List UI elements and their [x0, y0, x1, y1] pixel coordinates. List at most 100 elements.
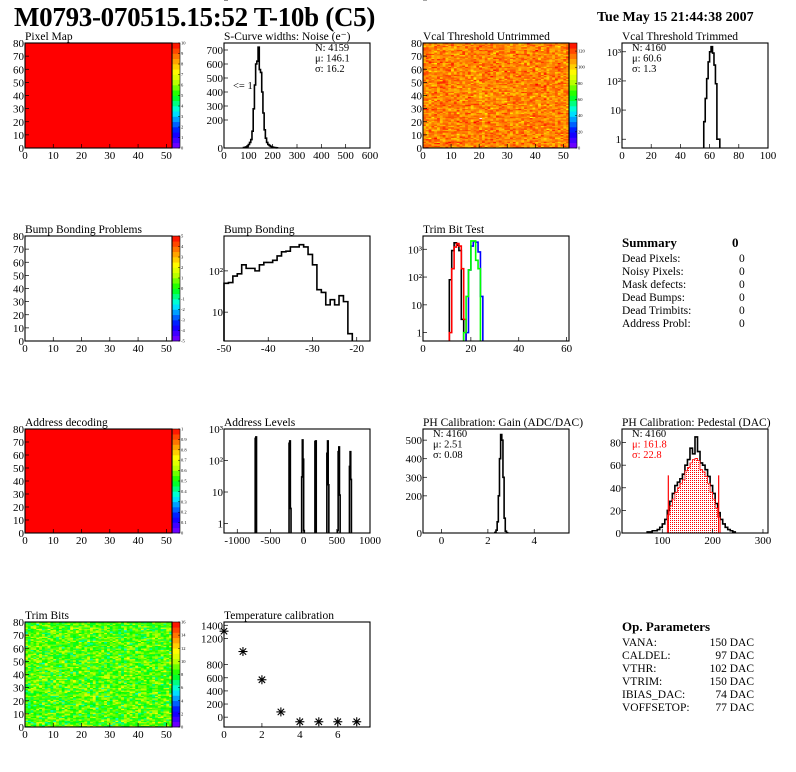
heatmap-cell — [453, 120, 457, 123]
heatmap-cell — [434, 127, 438, 129]
heatmap-cell — [498, 145, 502, 147]
x-tick-label: 50 — [558, 150, 570, 162]
heatmap-cell — [448, 49, 452, 52]
heatmap-cell — [496, 90, 500, 92]
heatmap-cell — [493, 53, 497, 56]
heatmap-cell — [445, 71, 449, 74]
heatmap-cell — [493, 71, 497, 74]
heatmap-cell — [445, 48, 449, 50]
heatmap-cell — [439, 138, 443, 141]
heatmap-cell — [476, 141, 480, 144]
heatmap-cell — [481, 86, 486, 88]
heatmap-cell — [507, 124, 511, 126]
heatmap-cell — [462, 116, 466, 119]
heatmap-cell — [470, 52, 474, 54]
heatmap-cell — [434, 142, 438, 145]
x-tick-label: 20 — [465, 343, 477, 355]
colorbar-tick-label: 100 — [578, 65, 586, 70]
heatmap-cell — [476, 73, 480, 75]
heatmap-cell — [487, 92, 491, 95]
heatmap-cell — [496, 75, 500, 78]
x-tick-label: 200 — [704, 535, 721, 547]
heatmap-cell — [451, 43, 455, 45]
heatmap-cell — [476, 138, 480, 141]
heatmap-cell — [504, 52, 508, 54]
heatmap-cell — [453, 77, 457, 79]
heatmap-cell — [473, 46, 477, 49]
heatmap-cell — [423, 46, 427, 49]
heatmap-cell — [448, 74, 452, 77]
heatmap-cell — [453, 117, 457, 120]
heatmap-cell — [498, 102, 502, 104]
heatmap-cell — [442, 70, 446, 73]
heatmap-cell — [462, 138, 466, 141]
heatmap-cell — [467, 70, 472, 73]
x-tick-label: 0 — [619, 150, 625, 162]
heatmap-cell — [451, 123, 455, 125]
heatmap-cell — [467, 130, 472, 133]
heatmap-cell — [507, 70, 511, 73]
histogram-fill-series — [666, 457, 721, 533]
heatmap-cell — [448, 85, 452, 87]
heatmap-cell — [498, 117, 502, 120]
heatmap-cell — [479, 45, 483, 48]
heatmap-cell — [467, 74, 472, 77]
heatmap-cell — [473, 125, 477, 128]
heatmap-cell — [467, 125, 472, 128]
heatmap-cell — [456, 107, 460, 109]
heatmap-cell — [453, 102, 457, 104]
colorbar-tick-label: 0.6 — [181, 468, 187, 473]
heatmap-cell — [470, 65, 474, 67]
heatmap-cell — [459, 54, 463, 57]
heatmap-cell — [442, 65, 446, 67]
heatmap-cell — [465, 109, 469, 112]
heatmap-cell — [470, 94, 474, 96]
y-tick-label: 80 — [13, 424, 25, 436]
heatmap-cell — [437, 125, 441, 128]
heatmap-cell — [437, 111, 441, 113]
heatmap-cell — [423, 137, 427, 140]
heatmap-cell — [487, 71, 491, 74]
heatmap-cell — [425, 136, 429, 138]
heatmap-cell — [481, 87, 486, 90]
heatmap-cell — [501, 115, 505, 117]
heatmap-cell — [473, 95, 477, 98]
heatmap-cell — [423, 121, 427, 124]
heatmap-cell — [453, 66, 457, 69]
heatmap-cell — [465, 62, 469, 65]
heatmap-cell — [493, 102, 497, 104]
heatmap-cell — [434, 141, 438, 144]
heatmap-cell — [490, 66, 494, 69]
histogram-series — [223, 243, 354, 341]
heatmap-cell — [479, 49, 483, 52]
heatmap-cell — [473, 128, 477, 130]
heatmap-cell — [504, 82, 508, 84]
heatmap-cell — [490, 58, 494, 61]
heatmap-cell — [476, 43, 480, 45]
heatmap-cell — [448, 43, 452, 45]
heatmap-cell — [479, 65, 483, 67]
heatmap-cell — [423, 99, 427, 102]
heatmap-cell — [445, 45, 449, 48]
heatmap-cell — [431, 48, 435, 50]
heatmap-cell — [465, 86, 469, 88]
heatmap-cell — [504, 145, 508, 147]
heatmap-cell — [437, 107, 441, 109]
heatmap-cell — [445, 44, 449, 46]
heatmap-cell — [481, 136, 486, 138]
heatmap-cell — [484, 99, 488, 102]
heatmap-cell — [498, 82, 502, 84]
heatmap-cell — [479, 142, 483, 145]
heatmap-cell — [459, 115, 463, 117]
heatmap-cell — [490, 53, 494, 56]
heatmap-cell — [484, 103, 488, 105]
heatmap-cell — [504, 69, 508, 71]
heatmap-cell — [504, 86, 508, 88]
chart-title: Pixel Map — [25, 31, 73, 43]
heatmap-cell — [428, 44, 432, 46]
y-tick-label: 30 — [411, 104, 423, 116]
heatmap-cell — [481, 127, 486, 129]
heatmap-cell — [462, 49, 466, 52]
heatmap-cell — [431, 43, 435, 45]
heatmap-cell — [507, 57, 511, 60]
